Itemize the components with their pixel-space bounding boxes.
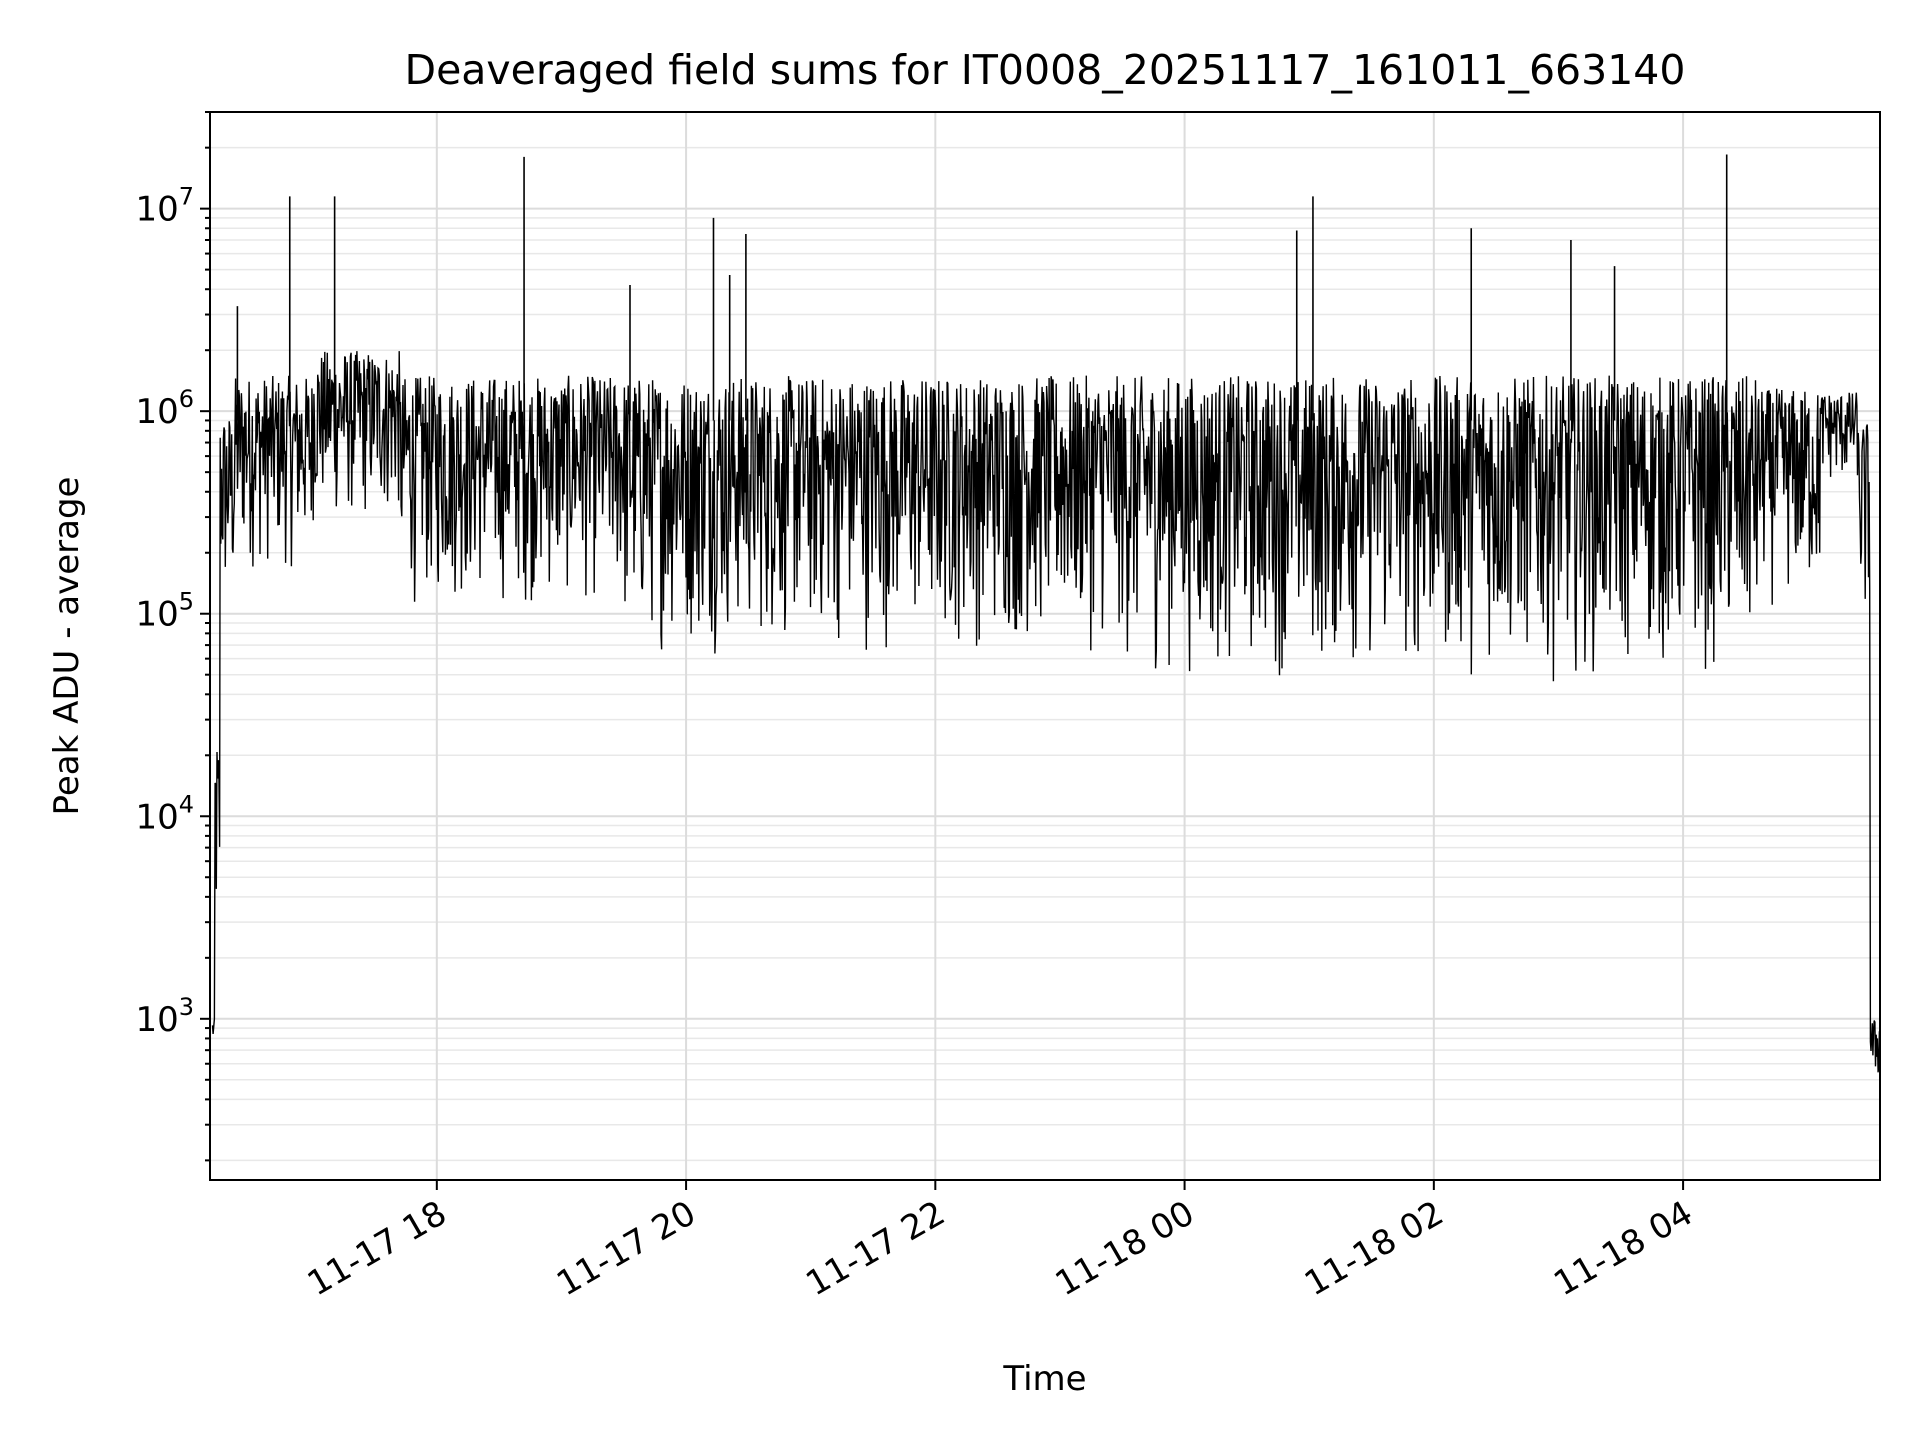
- y-tick-label-exponent: 4: [179, 790, 194, 818]
- chart-title: Deaveraged field sums for IT0008_2025111…: [405, 46, 1686, 94]
- y-tick-label-base: 10: [135, 392, 178, 432]
- y-tick-label: 106: [135, 385, 194, 432]
- y-tick-label-base: 10: [135, 190, 178, 230]
- y-tick-label-exponent: 6: [179, 385, 194, 413]
- y-axis-label: Peak ADU - average: [47, 477, 87, 816]
- y-tick-label-exponent: 7: [179, 183, 194, 211]
- series-line: [211, 351, 1881, 1073]
- y-tick-label: 104: [135, 790, 194, 837]
- series-layer: [211, 154, 1881, 1073]
- y-tick-label-exponent: 3: [179, 993, 194, 1021]
- y-tick-label-exponent: 5: [179, 588, 194, 616]
- y-tick-label-base: 10: [135, 595, 178, 635]
- y-tick-label-base: 10: [135, 797, 178, 837]
- y-tick-label: 107: [135, 183, 194, 230]
- x-axis-label: Time: [1002, 1359, 1086, 1399]
- y-tick-label-base: 10: [135, 1000, 178, 1040]
- y-tick-label: 103: [135, 993, 194, 1040]
- y-tick-label: 105: [135, 588, 194, 635]
